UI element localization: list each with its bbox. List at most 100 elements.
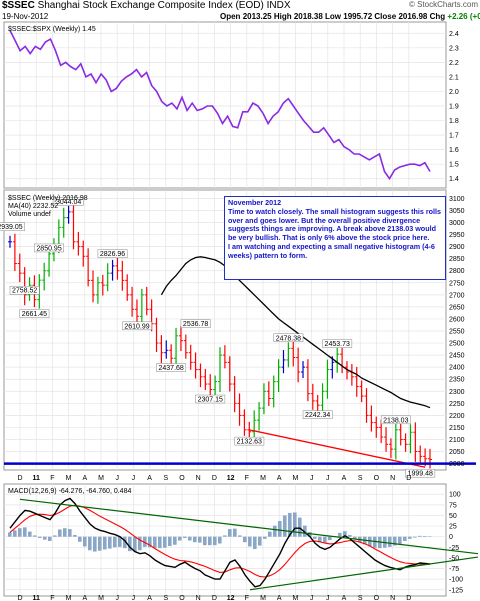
- macd-histogram-bar: [388, 536, 392, 547]
- x-tick-label: A: [147, 595, 152, 601]
- macd-histogram-bar: [88, 536, 92, 551]
- price-y-tick-label: 2150: [449, 425, 465, 432]
- price-y-tick-label: 2200: [449, 413, 465, 420]
- price-label-box: [156, 363, 187, 372]
- macd-histogram-bar: [63, 528, 67, 537]
- x-tick-label: M: [98, 595, 104, 601]
- macd-histogram-bar: [113, 536, 117, 548]
- chg-label: Chg: [429, 12, 446, 21]
- x-tick-label: M: [292, 475, 298, 482]
- x-tick-label: D: [406, 595, 411, 601]
- price-y-tick-label: 2950: [449, 232, 465, 239]
- x-tick-label: F: [50, 595, 54, 601]
- x-tick-label: S: [358, 595, 363, 601]
- trend-line: [249, 429, 426, 468]
- macd-histogram-bar: [188, 536, 192, 541]
- macd-y-tick-label: -25: [449, 545, 459, 552]
- price-y-tick-label: 2700: [449, 292, 465, 299]
- macd-histogram-bar: [353, 536, 357, 539]
- x-tick-label: 11: [32, 595, 40, 601]
- x-tick-label: M: [66, 595, 72, 601]
- macd-y-tick-label: 50: [449, 513, 457, 520]
- price-label-box: [322, 339, 353, 348]
- price-y-tick-label: 3100: [449, 196, 465, 203]
- macd-histogram-bar: [273, 525, 277, 537]
- macd-histogram-bar: [163, 536, 167, 548]
- x-tick-label: F: [245, 475, 249, 482]
- macd-histogram-bar: [418, 535, 422, 537]
- price-y-tick-label: 2100: [449, 437, 465, 444]
- ratio-panel-title: $SSEC:$SPX (Weekly) 1.45: [8, 26, 96, 33]
- x-tick-label: N: [196, 475, 201, 482]
- macd-histogram-bar: [83, 536, 87, 547]
- price-y-tick-label: 2900: [449, 244, 465, 251]
- price-y-tick-label: 2350: [449, 377, 465, 384]
- ratio-series: [9, 30, 431, 181]
- price-label: 2758.52: [12, 288, 37, 295]
- x-tick-label: D: [17, 595, 22, 601]
- x-tick-label: A: [342, 475, 347, 482]
- macd-histogram-bar: [308, 532, 312, 537]
- ratio-y-tick-label: 2.2: [449, 60, 459, 67]
- ratio-y-tick-label: 2.3: [449, 45, 459, 52]
- symbol: $SSEC: [2, 0, 35, 11]
- macd-y-tick-label: -50: [449, 555, 459, 562]
- macd-histogram-bar: [243, 536, 247, 543]
- x-tick-label: O: [374, 595, 380, 601]
- macd-histogram-bar: [343, 531, 347, 537]
- macd-histogram-bar: [393, 536, 397, 546]
- high-value: 2018.38: [293, 12, 323, 21]
- low-label: Low: [325, 12, 342, 21]
- macd-histogram-bar: [138, 536, 142, 551]
- macd-histogram-bar: [133, 536, 137, 552]
- price-y-tick-label: 2500: [449, 341, 465, 348]
- low-value: 1995.72: [343, 12, 373, 21]
- x-tick-label: D: [17, 475, 22, 482]
- ratio-y-tick-label: 1.6: [449, 147, 459, 154]
- price-y-tick-label: 2750: [449, 280, 465, 287]
- macd-histogram-bar: [38, 536, 42, 538]
- annotation-box: November 2012 Time to watch closely. The…: [224, 196, 446, 280]
- x-tick-label: J: [132, 475, 136, 482]
- ratio-line: [9, 30, 431, 181]
- price-y-tick-label: 2650: [449, 304, 465, 311]
- ratio-y-tick-label: 1.4: [449, 176, 459, 183]
- ma-legend: MA(40) 2232.52: [8, 203, 58, 210]
- price-y-tick-label: 3050: [449, 208, 465, 215]
- annotation-line-2: I am watching and expecting a small nega…: [228, 241, 435, 260]
- close-label: Close: [374, 12, 397, 21]
- close-value: 2016.98: [398, 12, 428, 21]
- x-tick-label: S: [163, 595, 168, 601]
- macd-y-tick-label: -75: [449, 566, 459, 573]
- price-label: 2132.63: [237, 439, 262, 446]
- macd-histogram-bar: [98, 536, 102, 551]
- x-tick-label: A: [147, 475, 152, 482]
- macd-line: [9, 497, 431, 588]
- price-label: 2437.68: [159, 365, 184, 372]
- ratio-y-tick-label: 1.9: [449, 104, 459, 111]
- macd-histogram-bar: [408, 536, 412, 539]
- price-label: 2610.99: [124, 323, 149, 330]
- price-label-box: [0, 222, 25, 231]
- quote-date: 19-Nov-2012: [2, 12, 49, 21]
- macd-y-tick-label: -100: [449, 577, 463, 584]
- macd-histogram-bar: [368, 536, 372, 547]
- macd-histogram-bar: [398, 536, 402, 545]
- macd-histogram-bar: [428, 536, 432, 537]
- price-label-box: [273, 333, 304, 343]
- price-y-tick-label: 2250: [449, 401, 465, 408]
- macd-histogram-bar: [218, 536, 222, 544]
- ratio-y-tick-label: 2.4: [449, 31, 459, 38]
- x-tick-label: D: [406, 475, 411, 482]
- macd-histogram-bar: [68, 529, 72, 537]
- macd-histogram-bar: [143, 536, 147, 547]
- price-y-tick-label: 2400: [449, 365, 465, 372]
- ma40-line: [160, 256, 431, 409]
- macd-y-tick-label: 0: [449, 534, 453, 541]
- macd-histogram-bar: [258, 536, 262, 546]
- price-y-tick-label: 2000: [449, 461, 465, 468]
- macd-histogram-bar: [103, 536, 107, 550]
- macd-histogram-bar: [73, 534, 77, 537]
- x-tick-label: M: [292, 595, 298, 601]
- price-label: 2307.15: [198, 397, 223, 404]
